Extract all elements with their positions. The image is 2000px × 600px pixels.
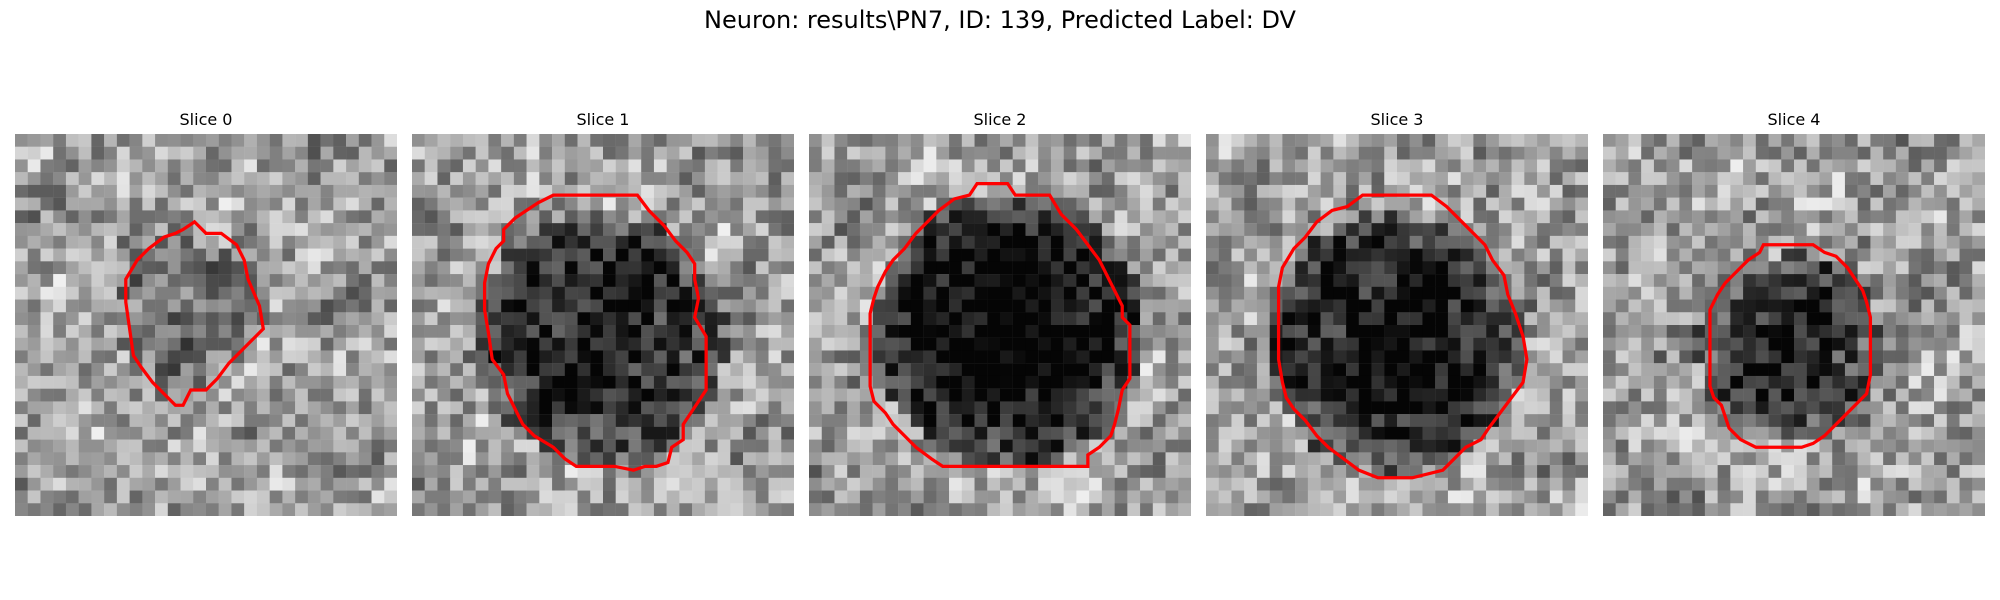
slice-image — [412, 134, 794, 516]
slice-image — [1603, 134, 1985, 516]
slice-title: Slice 3 — [1370, 110, 1424, 129]
segmentation-contour — [868, 182, 1132, 468]
microscopy-texture — [1206, 134, 1588, 516]
slice-image — [1206, 134, 1588, 516]
segmentation-contour — [1276, 193, 1529, 480]
microscopy-texture — [809, 134, 1191, 516]
segmentation-contour — [1708, 243, 1873, 449]
microscopy-texture — [1603, 134, 1985, 516]
slice-image — [809, 134, 1191, 516]
microscopy-texture — [15, 134, 397, 516]
slice-title: Slice 0 — [179, 110, 233, 129]
slice-image — [15, 134, 397, 516]
slice-title: Slice 1 — [576, 110, 630, 129]
segmentation-contour — [482, 193, 708, 472]
segmentation-contour — [124, 219, 266, 407]
slice-title: Slice 4 — [1767, 110, 1821, 129]
slice-title: Slice 2 — [973, 110, 1027, 129]
microscopy-texture — [412, 134, 794, 516]
figure-title: Neuron: results\PN7, ID: 139, Predicted … — [704, 6, 1296, 34]
